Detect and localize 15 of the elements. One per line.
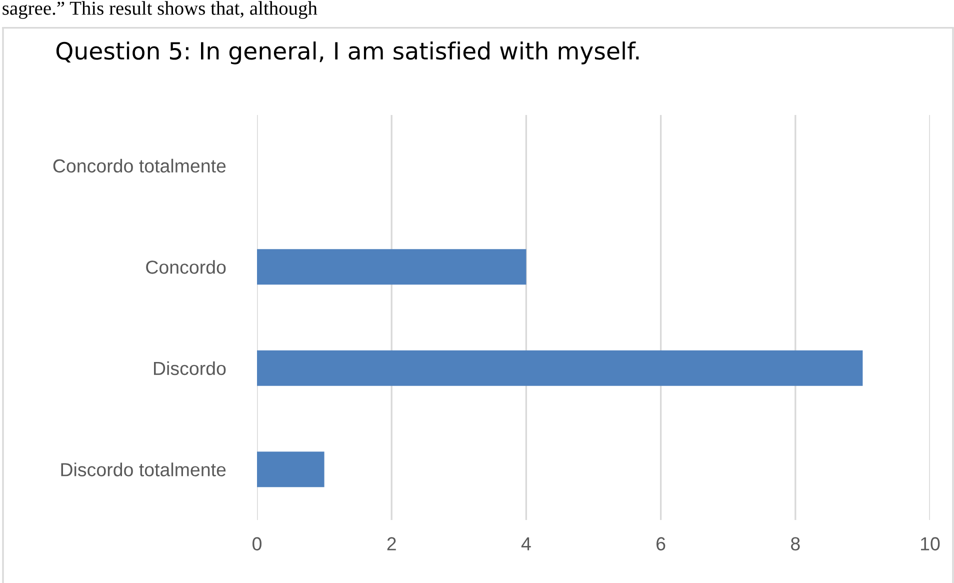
x-tick-label: 4	[521, 537, 531, 550]
bar	[257, 452, 324, 488]
y-tick-label: Concordo	[146, 260, 226, 274]
x-tick-label: 2	[387, 537, 396, 550]
x-tick-label: 10	[921, 537, 940, 550]
x-tick-label: 8	[791, 537, 800, 550]
bar	[257, 249, 526, 285]
x-tick-label: 0	[252, 537, 262, 550]
y-tick-label: Discordo	[154, 361, 226, 376]
y-tick-label: Discordo totalmente	[61, 462, 226, 476]
chart-title: Question 5: In general, I am satisfied with myself.	[56, 41, 639, 64]
text: sagree.” This result shows that, although	[2, 1, 318, 19]
bar	[257, 350, 863, 386]
y-tick-label: Concordo totalmente	[53, 158, 226, 173]
x-tick-label: 6	[656, 537, 666, 550]
